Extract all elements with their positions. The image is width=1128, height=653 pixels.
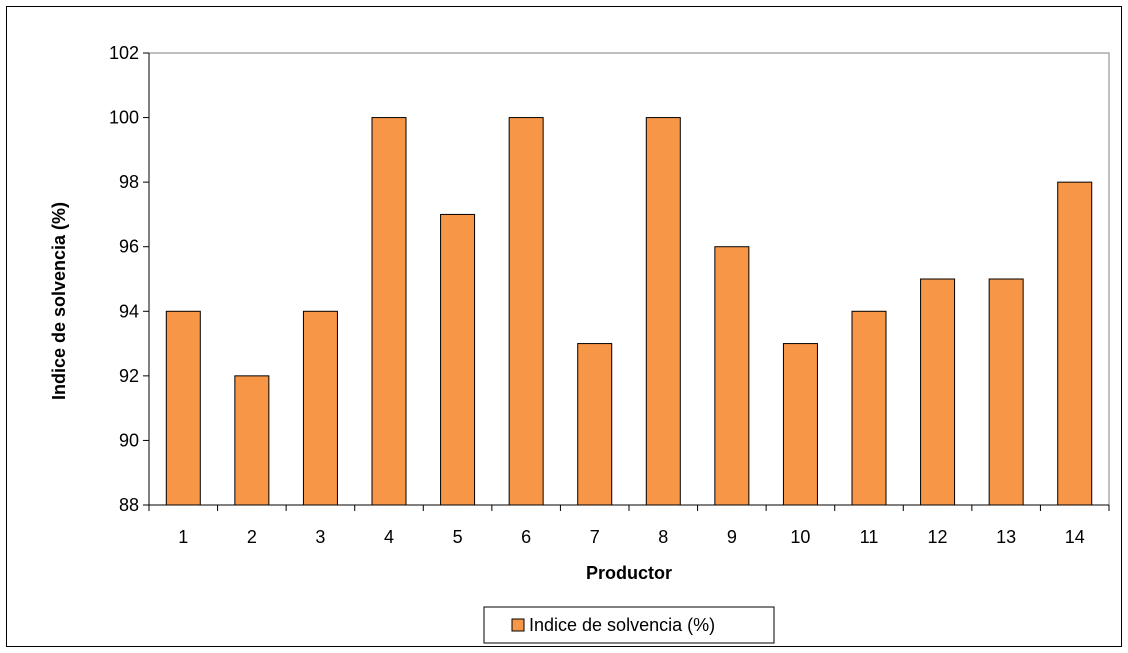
x-tick-label: 5	[453, 527, 463, 547]
x-tick-label: 7	[590, 527, 600, 547]
legend-box	[483, 606, 775, 644]
y-tick-label: 96	[119, 237, 139, 257]
legend-swatch	[511, 618, 525, 632]
y-axis: 88 90 92 94 96 98 100 102	[109, 43, 150, 515]
x-tick-label: 1	[178, 527, 188, 547]
x-tick-label: 12	[928, 527, 948, 547]
legend-label: Indice de solvencia (%)	[529, 615, 715, 635]
y-tick-label: 88	[119, 495, 139, 515]
y-tick-label: 102	[109, 43, 139, 63]
bar-5	[440, 213, 476, 506]
bar-10	[782, 343, 818, 506]
bar-11	[851, 310, 887, 506]
x-tick-label: 8	[658, 527, 668, 547]
y-tick-label: 92	[119, 366, 139, 386]
x-axis: 1 2 3 4 5 6 7 8 9 10 11 12 13 14	[148, 504, 1110, 547]
bar-13	[988, 278, 1024, 506]
bar-7	[577, 343, 613, 506]
x-tick-label: 9	[727, 527, 737, 547]
bars-group	[165, 117, 1093, 506]
x-tick-label: 13	[996, 527, 1016, 547]
y-tick-label: 100	[109, 108, 139, 128]
bar-6	[508, 117, 544, 506]
y-tick-label: 94	[119, 301, 139, 321]
x-axis-title: Productor	[586, 563, 672, 583]
plot-area-border	[148, 52, 1110, 506]
bar-3	[302, 310, 338, 506]
bar-9	[714, 246, 750, 506]
x-tick-label: 4	[384, 527, 394, 547]
bar-1	[165, 310, 201, 506]
y-tick-label: 90	[119, 430, 139, 450]
bar-8	[645, 117, 681, 506]
bar-2	[234, 375, 270, 506]
y-axis-title: Indice de solvencia (%)	[49, 202, 69, 400]
bar-12	[920, 278, 956, 506]
x-tick-label: 6	[521, 527, 531, 547]
x-tick-label: 2	[247, 527, 257, 547]
x-tick-label: 11	[860, 527, 879, 547]
plot-area	[148, 52, 1110, 506]
y-tick-label: 98	[119, 172, 139, 192]
x-tick-label: 10	[790, 527, 810, 547]
x-tick-label: 14	[1065, 527, 1085, 547]
legend: Indice de solvencia (%)	[483, 606, 775, 644]
bar-14	[1057, 181, 1093, 506]
x-tick-label: 3	[315, 527, 325, 547]
bar-4	[371, 117, 407, 506]
